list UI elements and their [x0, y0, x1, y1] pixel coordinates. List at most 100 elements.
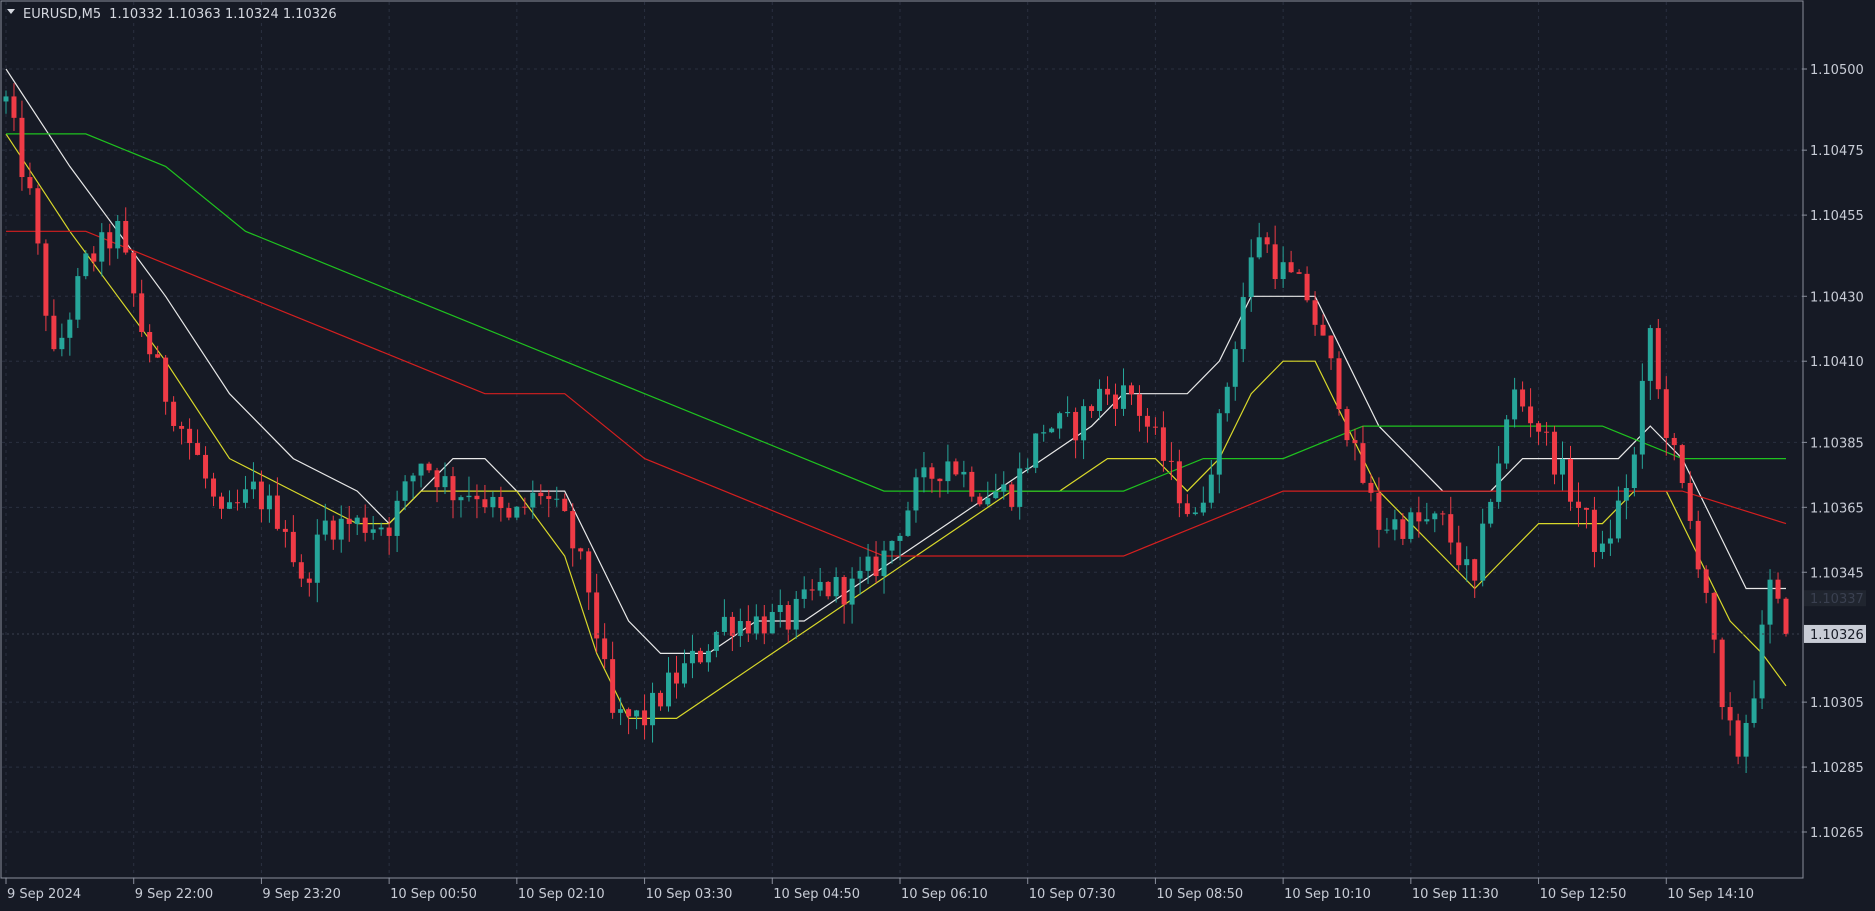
bull-candle — [1639, 380, 1645, 455]
bear-candle — [1009, 484, 1015, 507]
bear-candle — [107, 232, 113, 249]
bull-candle — [226, 502, 232, 509]
bear-candle — [1264, 237, 1270, 245]
bull-candle — [1256, 237, 1262, 258]
bull-candle — [1232, 349, 1238, 387]
bull-candle — [1560, 458, 1566, 475]
bear-candle — [761, 616, 767, 634]
bull-candle — [1408, 512, 1414, 539]
bull-candle — [466, 495, 472, 498]
chart-header: EURUSD,M5 1.10332 1.10363 1.10324 1.1032… — [7, 7, 337, 22]
bull-candle — [681, 663, 687, 684]
bull-candle — [618, 709, 624, 713]
bear-candle — [1552, 431, 1558, 475]
bear-candle — [386, 527, 392, 536]
bear-candle — [19, 117, 25, 178]
bull-candle — [530, 492, 536, 508]
bear-candle — [1591, 509, 1597, 553]
bull-candle — [737, 621, 743, 636]
bear-candle — [1711, 592, 1717, 640]
bear-candle — [1352, 440, 1358, 444]
bear-candle — [1073, 411, 1079, 441]
bear-candle — [43, 243, 49, 316]
bear-candle — [91, 253, 97, 262]
time-tick-label: 9 Sep 2024 — [7, 887, 81, 902]
bull-candle — [67, 319, 73, 338]
bear-candle — [450, 476, 456, 501]
bear-candle — [1416, 512, 1422, 522]
bear-candle — [522, 506, 528, 508]
bull-candle — [1049, 428, 1055, 433]
bull-candle — [1041, 432, 1047, 434]
bear-candle — [953, 461, 959, 475]
bull-candle — [713, 631, 719, 651]
bull-candle — [1065, 411, 1071, 414]
bull-candle — [1767, 579, 1773, 625]
time-tick-label: 9 Sep 23:20 — [262, 887, 341, 902]
bear-candle — [1304, 273, 1310, 301]
bull-candle — [865, 556, 871, 571]
bull-candle — [1097, 388, 1103, 411]
bear-candle — [1735, 720, 1741, 757]
bull-candle — [1033, 433, 1039, 468]
bear-candle — [1544, 431, 1550, 433]
bull-candle — [1488, 501, 1494, 524]
bear-candle — [1144, 415, 1150, 427]
time-tick-label: 10 Sep 08:50 — [1156, 887, 1243, 902]
bull-candle — [1120, 385, 1126, 409]
bear-candle — [1472, 559, 1478, 581]
bear-candle — [825, 581, 831, 597]
bear-candle — [1567, 458, 1573, 502]
bull-candle — [1081, 406, 1087, 441]
bull-candle — [857, 570, 863, 579]
plot-frame — [0, 0, 1804, 879]
price-tick-label: 1.10305 — [1810, 696, 1864, 711]
bear-candle — [1719, 639, 1725, 708]
bear-candle — [1528, 406, 1534, 424]
bear-candle — [1775, 579, 1781, 599]
bear-candle — [873, 556, 879, 577]
collapse-triangle-icon[interactable] — [7, 9, 15, 14]
price-axis[interactable]: 1.10500 1.10475 1.10455 1.10430 1.10410 1.103… — [2, 63, 1866, 841]
bear-candle — [1336, 358, 1342, 410]
bear-candle — [1105, 388, 1111, 395]
ghost-price-label: 1.10337 — [1810, 592, 1864, 607]
bear-candle — [306, 578, 312, 583]
time-tick-label: 10 Sep 12:50 — [1540, 887, 1627, 902]
bear-candle — [745, 621, 751, 634]
bear-candle — [219, 496, 225, 509]
bear-candle — [1184, 503, 1190, 515]
bear-candle — [1536, 423, 1542, 432]
bull-candle — [115, 220, 121, 249]
bear-candle — [1520, 389, 1526, 407]
bull-candle — [1504, 419, 1510, 464]
bear-candle — [51, 315, 57, 350]
time-tick-label: 10 Sep 06:10 — [901, 887, 988, 902]
bear-candle — [298, 562, 304, 579]
bear-candle — [1400, 519, 1406, 539]
bull-candle — [1751, 698, 1757, 723]
bear-candle — [1089, 406, 1095, 411]
bear-candle — [258, 481, 264, 510]
bear-candle — [841, 577, 847, 605]
bear-candle — [1679, 445, 1685, 483]
bull-candle — [913, 477, 919, 511]
bear-candle — [729, 616, 735, 636]
moving-average-line-3 — [6, 133, 1786, 492]
price-tick-label: 1.10385 — [1810, 436, 1864, 451]
bull-candle — [1384, 529, 1390, 531]
bear-candle — [1695, 520, 1701, 570]
bull-candle — [905, 510, 911, 536]
bear-candle — [1320, 324, 1326, 336]
time-axis[interactable]: 9 Sep 2024 9 Sep 22:00 9 Sep 23:20 10 Sep 0… — [5, 878, 1754, 902]
price-tick-label: 1.10285 — [1810, 761, 1864, 776]
bull-candle — [250, 481, 256, 490]
bull-candle — [1025, 467, 1031, 469]
bull-candle — [993, 491, 999, 499]
bull-candle — [1615, 500, 1621, 539]
price-tick-label: 1.10365 — [1810, 501, 1864, 516]
bear-candle — [1448, 514, 1454, 543]
bull-candle — [266, 495, 272, 510]
